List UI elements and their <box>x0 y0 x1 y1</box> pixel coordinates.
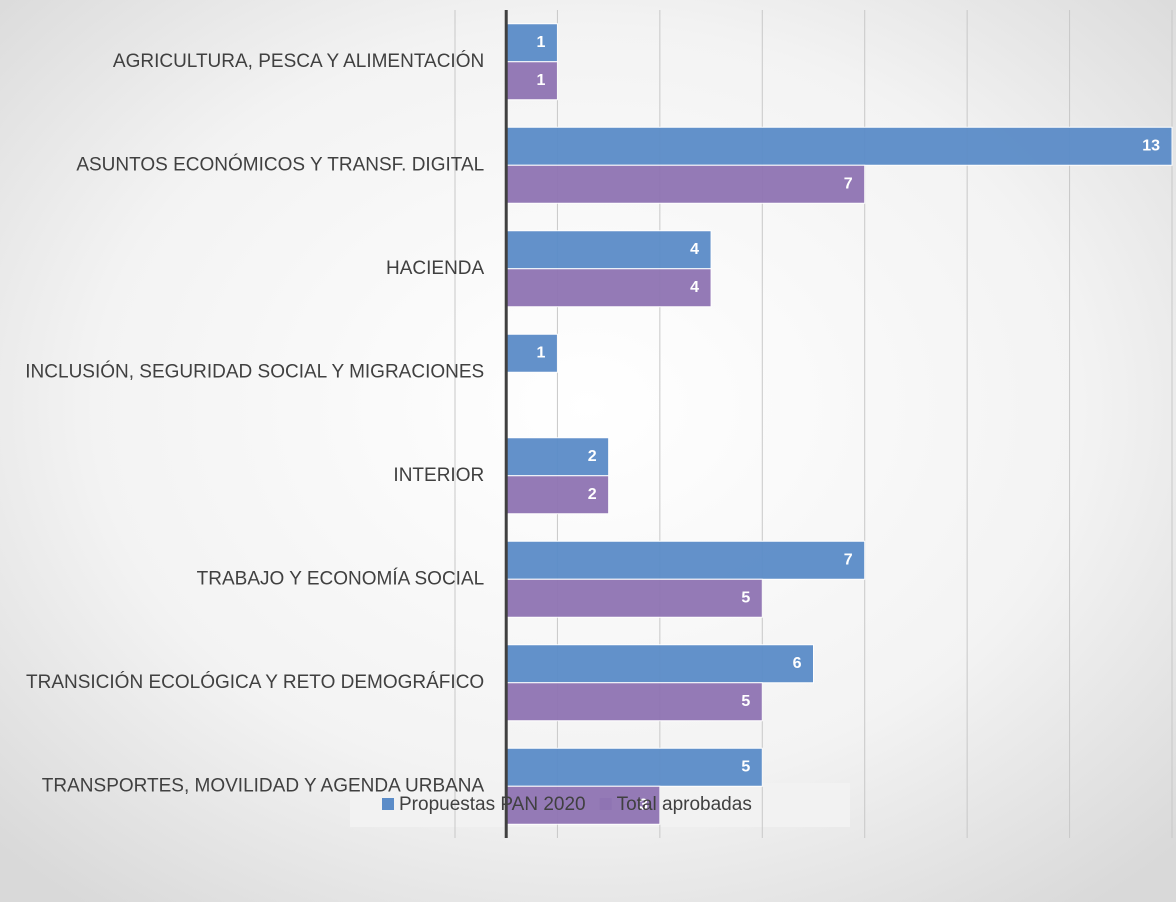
data-label: 1 <box>537 34 546 51</box>
bar <box>505 230 712 270</box>
bar <box>505 747 763 787</box>
data-label: 7 <box>844 551 853 568</box>
bar <box>505 578 763 618</box>
data-label: 6 <box>793 655 802 672</box>
y-tick-label: TRANSPORTES, MOVILIDAD Y AGENDA URBANA <box>42 775 485 796</box>
y-tick-label: INTERIOR <box>393 465 484 486</box>
y-tick-label: AGRICULTURA, PESCA Y ALIMENTACIÓN <box>113 50 484 72</box>
bar <box>505 333 558 373</box>
data-label: 3 <box>639 796 648 813</box>
bar <box>505 785 661 825</box>
legend-swatch <box>599 798 612 810</box>
legend-label: Propuestas PAN 2020 <box>399 794 586 815</box>
data-label: 1 <box>537 344 546 361</box>
legend-swatch <box>382 798 394 810</box>
data-label: 4 <box>690 279 699 296</box>
y-tick-label: INCLUSIÓN, SEGURIDAD SOCIAL Y MIGRACIONE… <box>25 360 484 382</box>
data-label: 5 <box>741 589 750 606</box>
legend-label: Total aprobadas <box>617 794 752 815</box>
y-tick-label: TRANSICIÓN ECOLÓGICA Y RETO DEMOGRÁFICO <box>26 671 484 693</box>
data-label: 5 <box>741 693 750 710</box>
data-label: 2 <box>588 486 597 503</box>
bar <box>505 164 866 204</box>
bar <box>505 61 558 101</box>
bar <box>505 540 866 580</box>
data-label: 2 <box>588 448 597 465</box>
data-label: 13 <box>1142 137 1160 154</box>
data-label: 5 <box>741 758 750 775</box>
data-label: 7 <box>844 175 853 192</box>
y-tick-label: ASUNTOS ECONÓMICOS Y TRANSF. DIGITAL <box>76 153 484 175</box>
data-label: 4 <box>690 241 699 258</box>
bar <box>505 268 712 308</box>
y-tick-label: HACIENDA <box>386 258 485 279</box>
bar <box>505 23 558 63</box>
y-tick-label: TRABAJO Y ECONOMÍA SOCIAL <box>197 568 485 589</box>
bar <box>505 126 1173 166</box>
bar <box>505 682 763 722</box>
data-label: 1 <box>537 72 546 89</box>
bar <box>505 437 610 477</box>
bar <box>505 644 814 684</box>
